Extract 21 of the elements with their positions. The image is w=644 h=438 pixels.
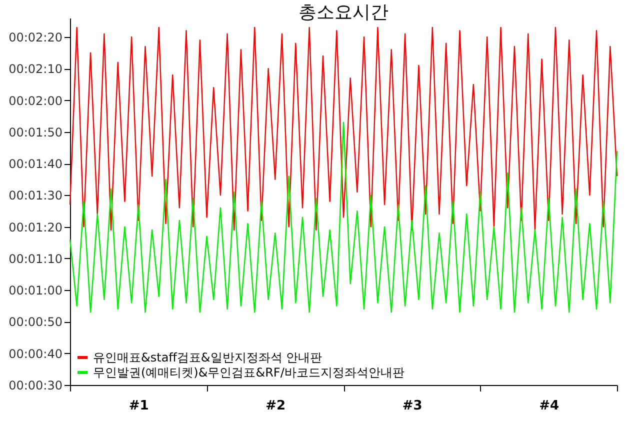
x-tick-label: #1 [128,398,149,414]
legend-label: 유인매표&staff검표&일반지정좌석 안내판 [93,350,322,364]
x-tick-label: #3 [402,398,422,414]
x-tick-label: #4 [539,398,560,414]
x-tick-label: #2 [266,398,286,414]
line-series [69,26,618,231]
chart-title: 총소요시간 [298,2,388,23]
legend-label: 무인발권(예매티켓)&무인검표&RF/바코드지정좌석안내판 [93,366,404,380]
y-tick-label: 00:01:40 [8,157,62,172]
y-tick-label: 00:01:30 [8,188,62,203]
y-tick-label: 00:02:10 [8,62,62,76]
y-tick-label: 00:01:10 [8,252,62,266]
y-tick-label: 00:00:30 [8,378,62,392]
y-tick-label: 00:00:40 [8,346,62,361]
y-tick-label: 00:01:00 [8,284,62,298]
y-tick-label: 00:01:20 [8,220,62,234]
y-tick-label: 00:00:50 [8,315,62,330]
y-tick-label: 00:02:20 [8,30,62,44]
y-tick-label: 00:02:00 [8,94,62,108]
line-series [69,122,618,313]
y-tick-label: 00:01:50 [8,125,62,140]
